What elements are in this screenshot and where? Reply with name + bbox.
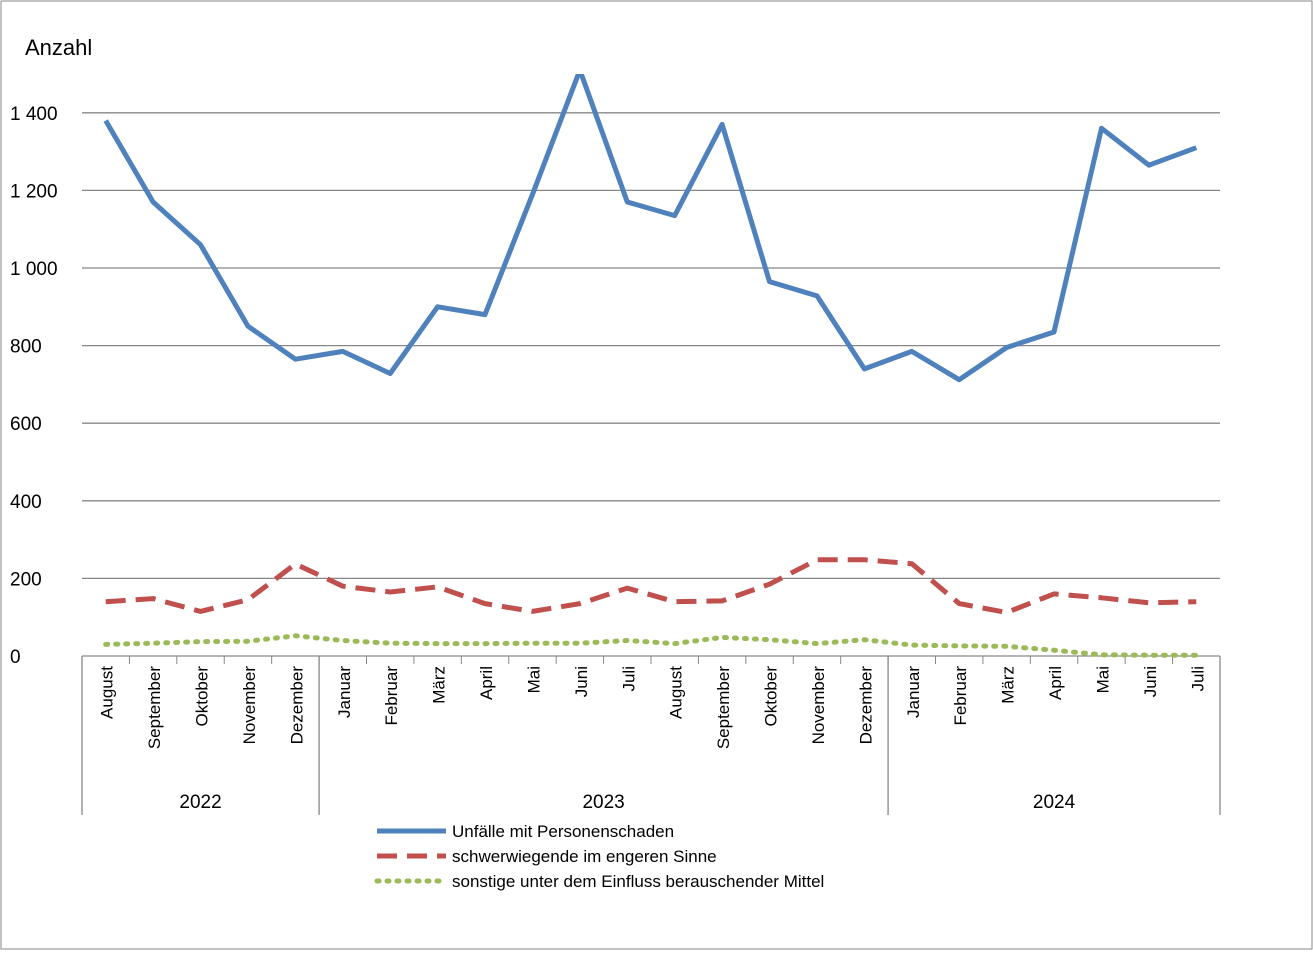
x-tick-label: Mai (1093, 666, 1112, 693)
x-tick-label: September (714, 666, 733, 749)
x-tick-label: Februar (951, 666, 970, 726)
axes: 0 200 400 600 800 1 000 1 200 1 400 August Septem… (10, 104, 1221, 815)
x-tick-label: Februar (382, 666, 401, 726)
x-tick-label: März (999, 666, 1018, 704)
x-tick-label: Januar (335, 666, 354, 718)
x-tick-label: Juni (572, 666, 591, 697)
series-lines (103, 74, 1199, 658)
y-tick-label: 600 (10, 414, 42, 435)
x-tick-label: August (667, 666, 686, 719)
x-tick-label: April (477, 666, 496, 700)
x-tick-label: Dezember (856, 666, 875, 745)
x-tick-label: September (145, 666, 164, 749)
y-tick-label: 0 (10, 647, 21, 668)
y-tick-label: 800 (10, 337, 42, 358)
series-line (103, 74, 1198, 383)
year-label: 2024 (1033, 792, 1076, 813)
y-tick-label: 200 (10, 569, 42, 590)
legend-label: sonstige unter dem Einfluss berauschende… (452, 872, 824, 891)
legend-label: schwerwiegende im engeren Sinne (452, 847, 717, 866)
x-tick-label: März (430, 666, 449, 704)
x-tick-label: April (1046, 666, 1065, 700)
y-tick-label: 400 (10, 492, 42, 513)
x-tick-label: August (98, 666, 117, 719)
legend: Unfälle mit Personenschaden schwerwiegend… (374, 822, 824, 891)
y-tick-label: 1 400 (10, 104, 58, 125)
year-label: 2023 (582, 792, 624, 813)
x-tick-label: November (240, 666, 259, 745)
x-tick-label: Dezember (287, 666, 306, 745)
y-tick-label: 1 200 (10, 181, 58, 202)
x-tick-label: Mai (524, 666, 543, 693)
x-tick-label: Oktober (762, 666, 781, 727)
series-line (105, 557, 1197, 615)
year-label: 2022 (179, 792, 221, 813)
series-line (103, 633, 1199, 658)
legend-label: Unfälle mit Personenschaden (452, 822, 674, 841)
x-tick-label: Oktober (193, 666, 212, 727)
x-tick-label: Juni (1141, 666, 1160, 697)
x-tick-label: November (809, 666, 828, 745)
x-tick-label: Januar (904, 666, 923, 718)
x-tick-label: Juli (1188, 666, 1207, 692)
y-axis-title: Anzahl (25, 35, 92, 60)
x-tick-label: Juli (619, 666, 638, 692)
y-tick-label: 1 000 (10, 259, 58, 280)
gridlines (82, 112, 1220, 580)
